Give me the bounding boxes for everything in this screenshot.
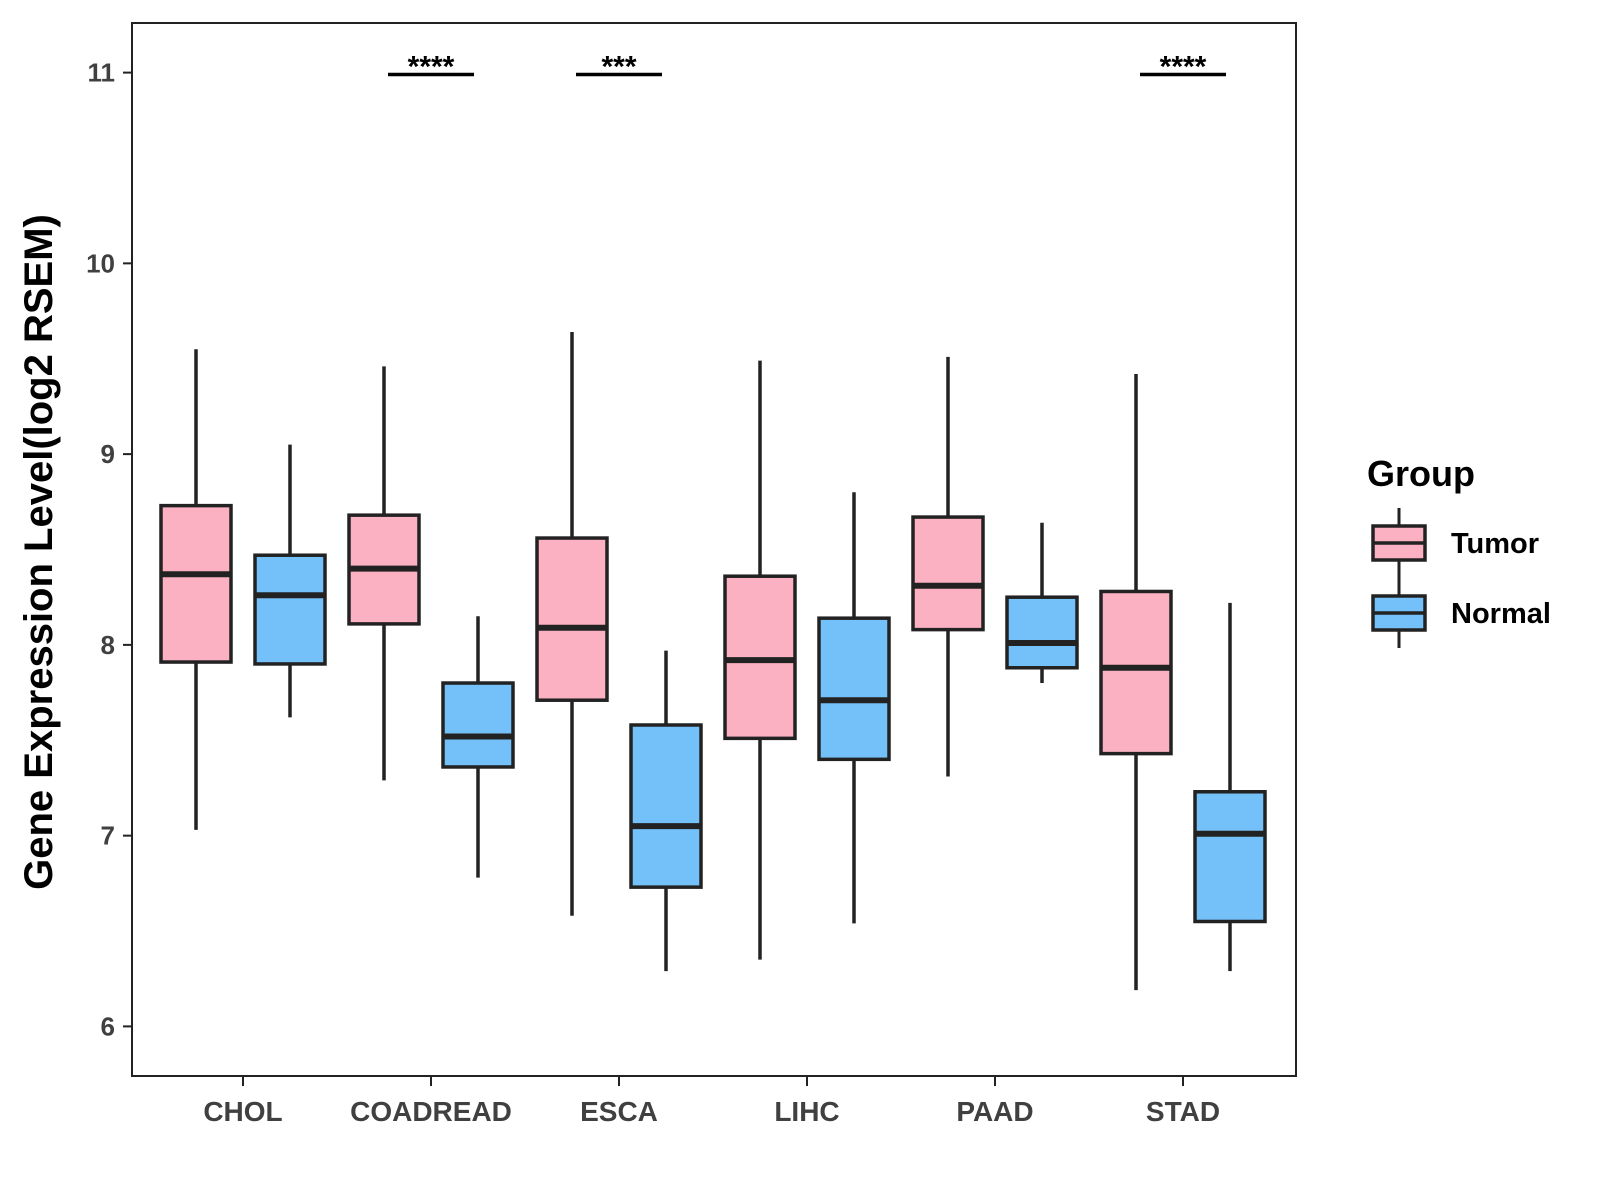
box-esca-tumor [535, 536, 609, 702]
x-tick-label-paad: PAAD [956, 1096, 1033, 1127]
box-coadread-normal [441, 681, 515, 769]
significance-label-coadread: **** [408, 51, 455, 84]
legend: Group Tumor Normal [1367, 453, 1551, 648]
box-lihc-normal [817, 616, 891, 762]
box-paad-normal [1005, 595, 1079, 670]
x-tick-label-esca: ESCA [580, 1096, 658, 1127]
x-tick-label-stad: STAD [1146, 1096, 1220, 1127]
panel-border [131, 22, 1297, 1077]
plot-area: **** *** **** [159, 51, 1267, 991]
legend-label-normal: Normal [1451, 598, 1551, 630]
box-chol-tumor [159, 503, 233, 664]
box-stad-normal [1193, 790, 1267, 924]
legend-title: Group [1367, 453, 1475, 494]
significance-label-esca: *** [601, 51, 636, 84]
y-tick-label-11: 11 [88, 58, 116, 88]
y-tick-label-8: 8 [101, 630, 115, 660]
legend-label-tumor: Tumor [1451, 528, 1539, 560]
y-tick-label-9: 9 [101, 439, 115, 469]
y-tick-label-10: 10 [86, 248, 115, 278]
y-tick-label-7: 7 [101, 821, 115, 851]
x-tick-label-chol: CHOL [203, 1096, 282, 1127]
box-stad-tumor [1099, 589, 1173, 756]
axes: 6 7 8 9 10 11 CHOL COADREAD ESCA LIHC PAAD STAD [86, 22, 1297, 1127]
box-esca-normal [629, 723, 703, 889]
x-tick-label-coadread: COADREAD [350, 1096, 512, 1127]
box-chol-normal [253, 553, 327, 666]
y-axis-title: Gene Expression Level(log2 RSEM) [17, 214, 61, 890]
y-tick-label-6: 6 [101, 1011, 115, 1041]
box-paad-tumor [911, 515, 985, 632]
significance-label-stad: **** [1160, 51, 1207, 84]
x-tick-label-lihc: LIHC [774, 1096, 839, 1127]
